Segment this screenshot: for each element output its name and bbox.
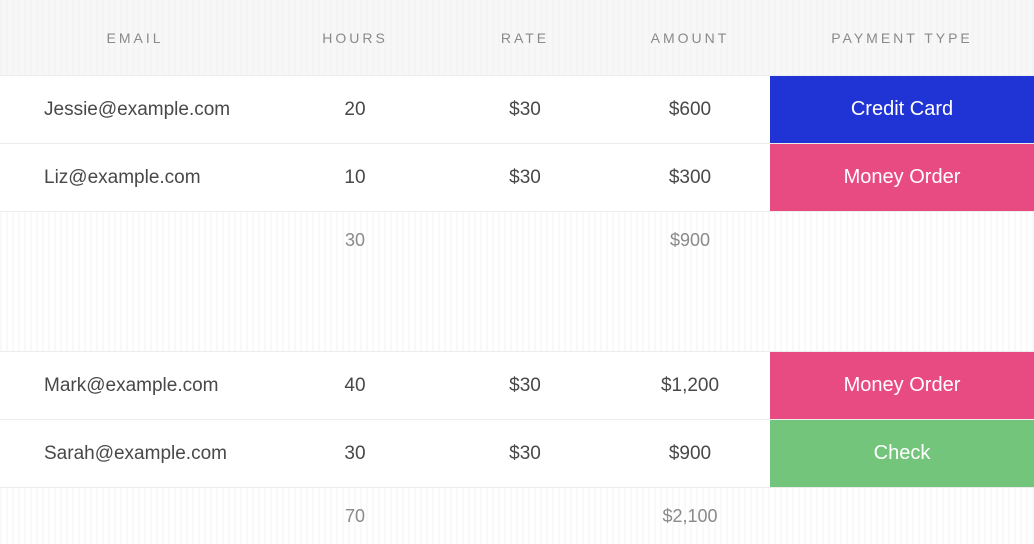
table-row: Mark@example.com 40 $30 $1,200 Money Ord… (0, 352, 1034, 420)
table-row: Jessie@example.com 20 $30 $600 Credit Ca… (0, 76, 1034, 144)
payment-type-badge: Money Order (770, 352, 1034, 419)
subtotal-amount: $900 (610, 230, 770, 251)
cell-email: Jessie@example.com (0, 76, 270, 143)
payment-type-badge: Credit Card (770, 76, 1034, 143)
subtotal-hours: 70 (270, 506, 440, 527)
cell-amount: $900 (610, 420, 770, 487)
cell-rate: $30 (440, 144, 610, 211)
subtotal-hours: 30 (270, 230, 440, 251)
cell-rate: $30 (440, 352, 610, 419)
col-header-rate: RATE (440, 30, 610, 46)
payment-type-badge: Money Order (770, 144, 1034, 211)
cell-hours: 30 (270, 420, 440, 487)
cell-email: Sarah@example.com (0, 420, 270, 487)
subtotal-row: 70 $2,100 (0, 488, 1034, 544)
cell-email: Liz@example.com (0, 144, 270, 211)
cell-amount: $300 (610, 144, 770, 211)
subtotal-amount: $2,100 (610, 506, 770, 527)
subtotal-row: 30 $900 (0, 212, 1034, 268)
cell-rate: $30 (440, 420, 610, 487)
cell-hours: 20 (270, 76, 440, 143)
cell-rate: $30 (440, 76, 610, 143)
col-header-hours: HOURS (270, 30, 440, 46)
col-header-email: EMAIL (0, 30, 270, 46)
payment-type-badge: Check (770, 420, 1034, 487)
cell-hours: 40 (270, 352, 440, 419)
col-header-amount: AMOUNT (610, 30, 770, 46)
table-header-row: EMAIL HOURS RATE AMOUNT PAYMENT TYPE (0, 0, 1034, 76)
cell-amount: $600 (610, 76, 770, 143)
table-row: Liz@example.com 10 $30 $300 Money Order (0, 144, 1034, 212)
cell-amount: $1,200 (610, 352, 770, 419)
cell-hours: 10 (270, 144, 440, 211)
group-gap (0, 268, 1034, 352)
table-row: Sarah@example.com 30 $30 $900 Check (0, 420, 1034, 488)
col-header-payment-type: PAYMENT TYPE (770, 30, 1034, 46)
cell-email: Mark@example.com (0, 352, 270, 419)
